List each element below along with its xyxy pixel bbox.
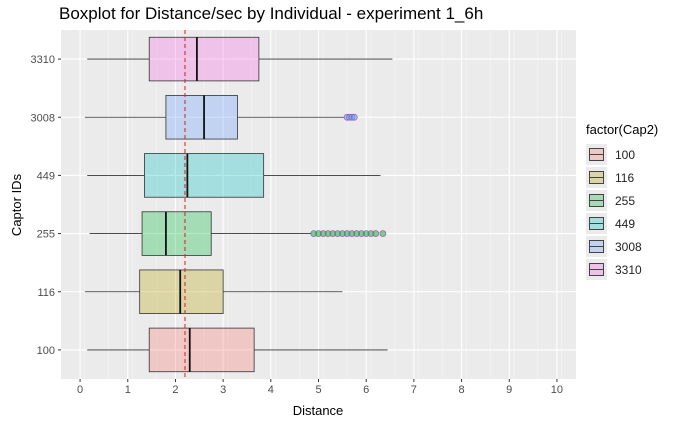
x-tick-label: 8 — [458, 384, 464, 396]
axis-layer: 0 1 2 3 4 5 6 7 8 9 10 100 116 255 449 3008 3310 — [31, 54, 564, 396]
legend-item-3310: 3310 — [586, 258, 658, 281]
outlier-point — [372, 230, 380, 237]
x-tick-label: 10 — [551, 384, 563, 396]
legend-key — [586, 259, 607, 280]
box-iqr — [165, 95, 238, 140]
legend-label: 3310 — [615, 262, 642, 277]
legend-items: 100 116 255 449 3008 3310 — [586, 143, 658, 281]
x-tick-label: 2 — [172, 384, 178, 396]
legend-title: factor(Cap2) — [586, 122, 659, 137]
legend-item-100: 100 — [586, 143, 658, 166]
legend-key — [586, 144, 607, 165]
legend: factor(Cap2) 100 116 255 449 3008 3310 — [586, 122, 658, 281]
x-tick-label: 9 — [506, 384, 512, 396]
box-iqr — [139, 269, 224, 314]
legend-item-449: 449 — [586, 212, 658, 235]
x-tick-label: 3 — [220, 384, 226, 396]
box-iqr — [144, 153, 265, 198]
y-tick-label: 3008 — [31, 112, 55, 124]
legend-label: 255 — [615, 193, 636, 208]
legend-label: 449 — [615, 216, 636, 231]
legend-swatch — [589, 217, 604, 230]
y-tick-label: 100 — [37, 345, 55, 357]
y-tick-label: 255 — [37, 229, 55, 241]
x-tick-label: 4 — [268, 384, 274, 396]
legend-item-255: 255 — [586, 189, 658, 212]
box-layer — [84, 30, 393, 379]
x-tick-label: 5 — [315, 384, 321, 396]
legend-swatch — [589, 171, 604, 184]
legend-label: 100 — [615, 147, 636, 162]
legend-swatch — [589, 263, 604, 276]
legend-key — [586, 213, 607, 234]
outlier-point — [350, 113, 358, 121]
legend-label: 3008 — [615, 239, 642, 254]
y-tick-label: 116 — [37, 287, 55, 299]
chart-title: Boxplot for Distance/sec by Individual -… — [59, 4, 484, 23]
legend-label: 116 — [615, 170, 635, 185]
box-449 — [87, 153, 381, 198]
y-tick-label: 3310 — [31, 54, 55, 66]
box-iqr — [148, 36, 260, 82]
legend-swatch — [589, 194, 604, 207]
box-3310 — [87, 36, 393, 82]
x-axis-label: Distance — [293, 403, 344, 418]
x-tick-label: 0 — [77, 384, 83, 396]
legend-swatch — [589, 240, 604, 253]
legend-item-116: 116 — [586, 166, 658, 189]
legend-key — [586, 236, 607, 257]
x-tick-label: 6 — [363, 384, 369, 396]
outlier-point — [379, 230, 387, 237]
x-tick-label: 1 — [125, 384, 131, 396]
legend-item-3008: 3008 — [586, 235, 658, 258]
box-iqr — [141, 211, 212, 256]
y-tick-label: 449 — [37, 170, 55, 182]
x-tick-label: 7 — [411, 384, 417, 396]
legend-key — [586, 190, 607, 211]
y-axis-label: Captor IDs — [9, 173, 24, 236]
box-100 — [87, 327, 388, 373]
box-255 — [89, 211, 387, 256]
box-116 — [84, 269, 343, 314]
legend-swatch — [589, 148, 604, 161]
box-iqr — [148, 327, 255, 373]
legend-key — [586, 167, 607, 188]
box-3008 — [84, 95, 358, 140]
